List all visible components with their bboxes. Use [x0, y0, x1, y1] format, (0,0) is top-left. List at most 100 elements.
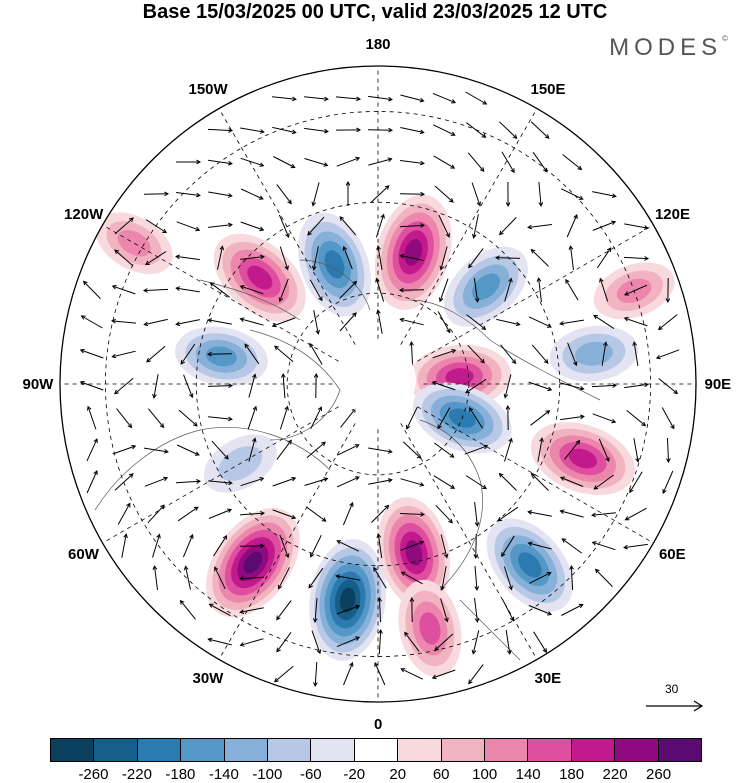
- wind-arrow: [273, 665, 294, 683]
- wind-arrow: [182, 533, 194, 558]
- wind-arrow: [308, 567, 324, 589]
- anomaly-contour: [445, 368, 474, 386]
- wind-arrow: [591, 383, 618, 388]
- wind-arrow: [498, 217, 517, 236]
- wind-arrow: [335, 96, 362, 102]
- wind-arrow: [336, 444, 360, 456]
- wind-arrow: [345, 180, 351, 206]
- wind-arrow: [339, 216, 357, 236]
- wind-arrow: [527, 224, 552, 230]
- wind-arrow: [467, 152, 485, 173]
- wind-arrow: [213, 535, 228, 557]
- wind-arrow: [175, 254, 200, 261]
- anomaly-center-1: [374, 194, 452, 310]
- wind-arrow: [147, 504, 165, 524]
- wind-arrow: [399, 223, 426, 228]
- anomaly-center-0: [297, 212, 371, 317]
- meridian-line: [417, 224, 654, 362]
- wind-arrow: [471, 630, 480, 655]
- wind-arrow: [311, 630, 322, 655]
- colorbar-tick-label: -260: [78, 766, 109, 783]
- wind-arrow: [272, 476, 297, 487]
- wind-arrow: [468, 664, 484, 685]
- wind-arrow: [399, 512, 426, 517]
- wind-arrow: [209, 282, 230, 298]
- wind-arrow: [434, 633, 454, 651]
- wind-arrow: [271, 317, 296, 328]
- colorbar-tick-label: 60: [432, 766, 450, 783]
- wind-arrow: [438, 214, 450, 238]
- wind-arrow: [178, 409, 198, 427]
- wind-arrow: [239, 285, 264, 295]
- longitude-label-60w: 60W: [68, 545, 99, 563]
- wind-arrow: [121, 533, 128, 558]
- colorbar-segment: [485, 739, 529, 761]
- wind-arrow: [501, 151, 515, 174]
- wind-arrow: [240, 254, 265, 260]
- wind-arrow: [623, 316, 648, 327]
- wind-arrow: [278, 278, 289, 303]
- wind-arrow: [591, 541, 616, 551]
- wind-arrow: [560, 188, 584, 200]
- wind-arrow: [304, 477, 329, 486]
- latitude-circle: [286, 292, 470, 476]
- wind-arrow: [146, 345, 166, 363]
- wind-arrow: [306, 506, 327, 522]
- wind-arrow: [593, 474, 614, 490]
- colorbar-segment: [224, 739, 269, 761]
- wind-arrow: [342, 501, 354, 526]
- anomaly-contour: [247, 265, 273, 290]
- wind-arrow: [272, 126, 297, 135]
- wind-arrow: [623, 543, 648, 550]
- wind-arrow: [500, 344, 517, 365]
- wind-arrow: [313, 372, 319, 399]
- wind-arrow: [434, 442, 455, 458]
- wind-arrow: [370, 185, 390, 203]
- colorbar: [50, 738, 702, 762]
- longitude-label-90e: 90E: [704, 375, 732, 393]
- wind-arrow: [593, 314, 615, 330]
- wind-arrow: [624, 284, 648, 296]
- polar-data-gap: [340, 342, 416, 418]
- colorbar-tick-label: 140: [515, 766, 541, 783]
- wind-arrow: [113, 377, 134, 395]
- anomaly-contour: [518, 552, 542, 578]
- wind-arrow: [528, 381, 553, 392]
- wind-arrow: [601, 341, 608, 366]
- wind-arrow: [336, 476, 360, 488]
- wind-arrow: [474, 565, 480, 592]
- colorbar-ticks: -260 -220 -180 -140 -100 -60 -20 20 60 100 140 180 2…: [50, 766, 702, 783]
- wind-arrow: [143, 318, 168, 327]
- wind-arrow: [239, 543, 266, 549]
- wind-arrow: [657, 314, 678, 331]
- longitude-label-150e: 150E: [530, 81, 566, 99]
- colorbar-segment: [51, 739, 95, 761]
- wind-arrow: [311, 182, 320, 207]
- wind-arrow: [144, 476, 169, 487]
- wind-arrow: [336, 156, 361, 167]
- wind-arrow: [400, 668, 424, 680]
- wind-arrow: [207, 318, 232, 325]
- wind-arrow: [466, 314, 487, 331]
- wind-arrow: [183, 565, 191, 590]
- colorbar-tick-label: 20: [389, 766, 407, 783]
- wind-arrow: [248, 373, 257, 398]
- colorbar-segment: [528, 739, 572, 761]
- wind-arrow: [400, 127, 425, 135]
- wind-arrow: [400, 478, 425, 487]
- wind-arrow: [440, 566, 447, 591]
- anomaly-center-12: [377, 497, 451, 609]
- colorbar-segment: [94, 739, 138, 761]
- longitude-label-0: 0: [374, 715, 383, 733]
- wind-arrow: [409, 596, 415, 623]
- wind-arrow: [431, 669, 456, 680]
- wind-arrow: [82, 280, 101, 299]
- wind-arrow: [438, 278, 449, 303]
- wind-arrow: [399, 317, 424, 326]
- wind-arrow: [632, 341, 639, 366]
- wind-arrow: [272, 96, 297, 102]
- wind-arrow: [560, 414, 585, 421]
- wind-arrow: [304, 127, 329, 134]
- wind-arrow: [304, 158, 329, 167]
